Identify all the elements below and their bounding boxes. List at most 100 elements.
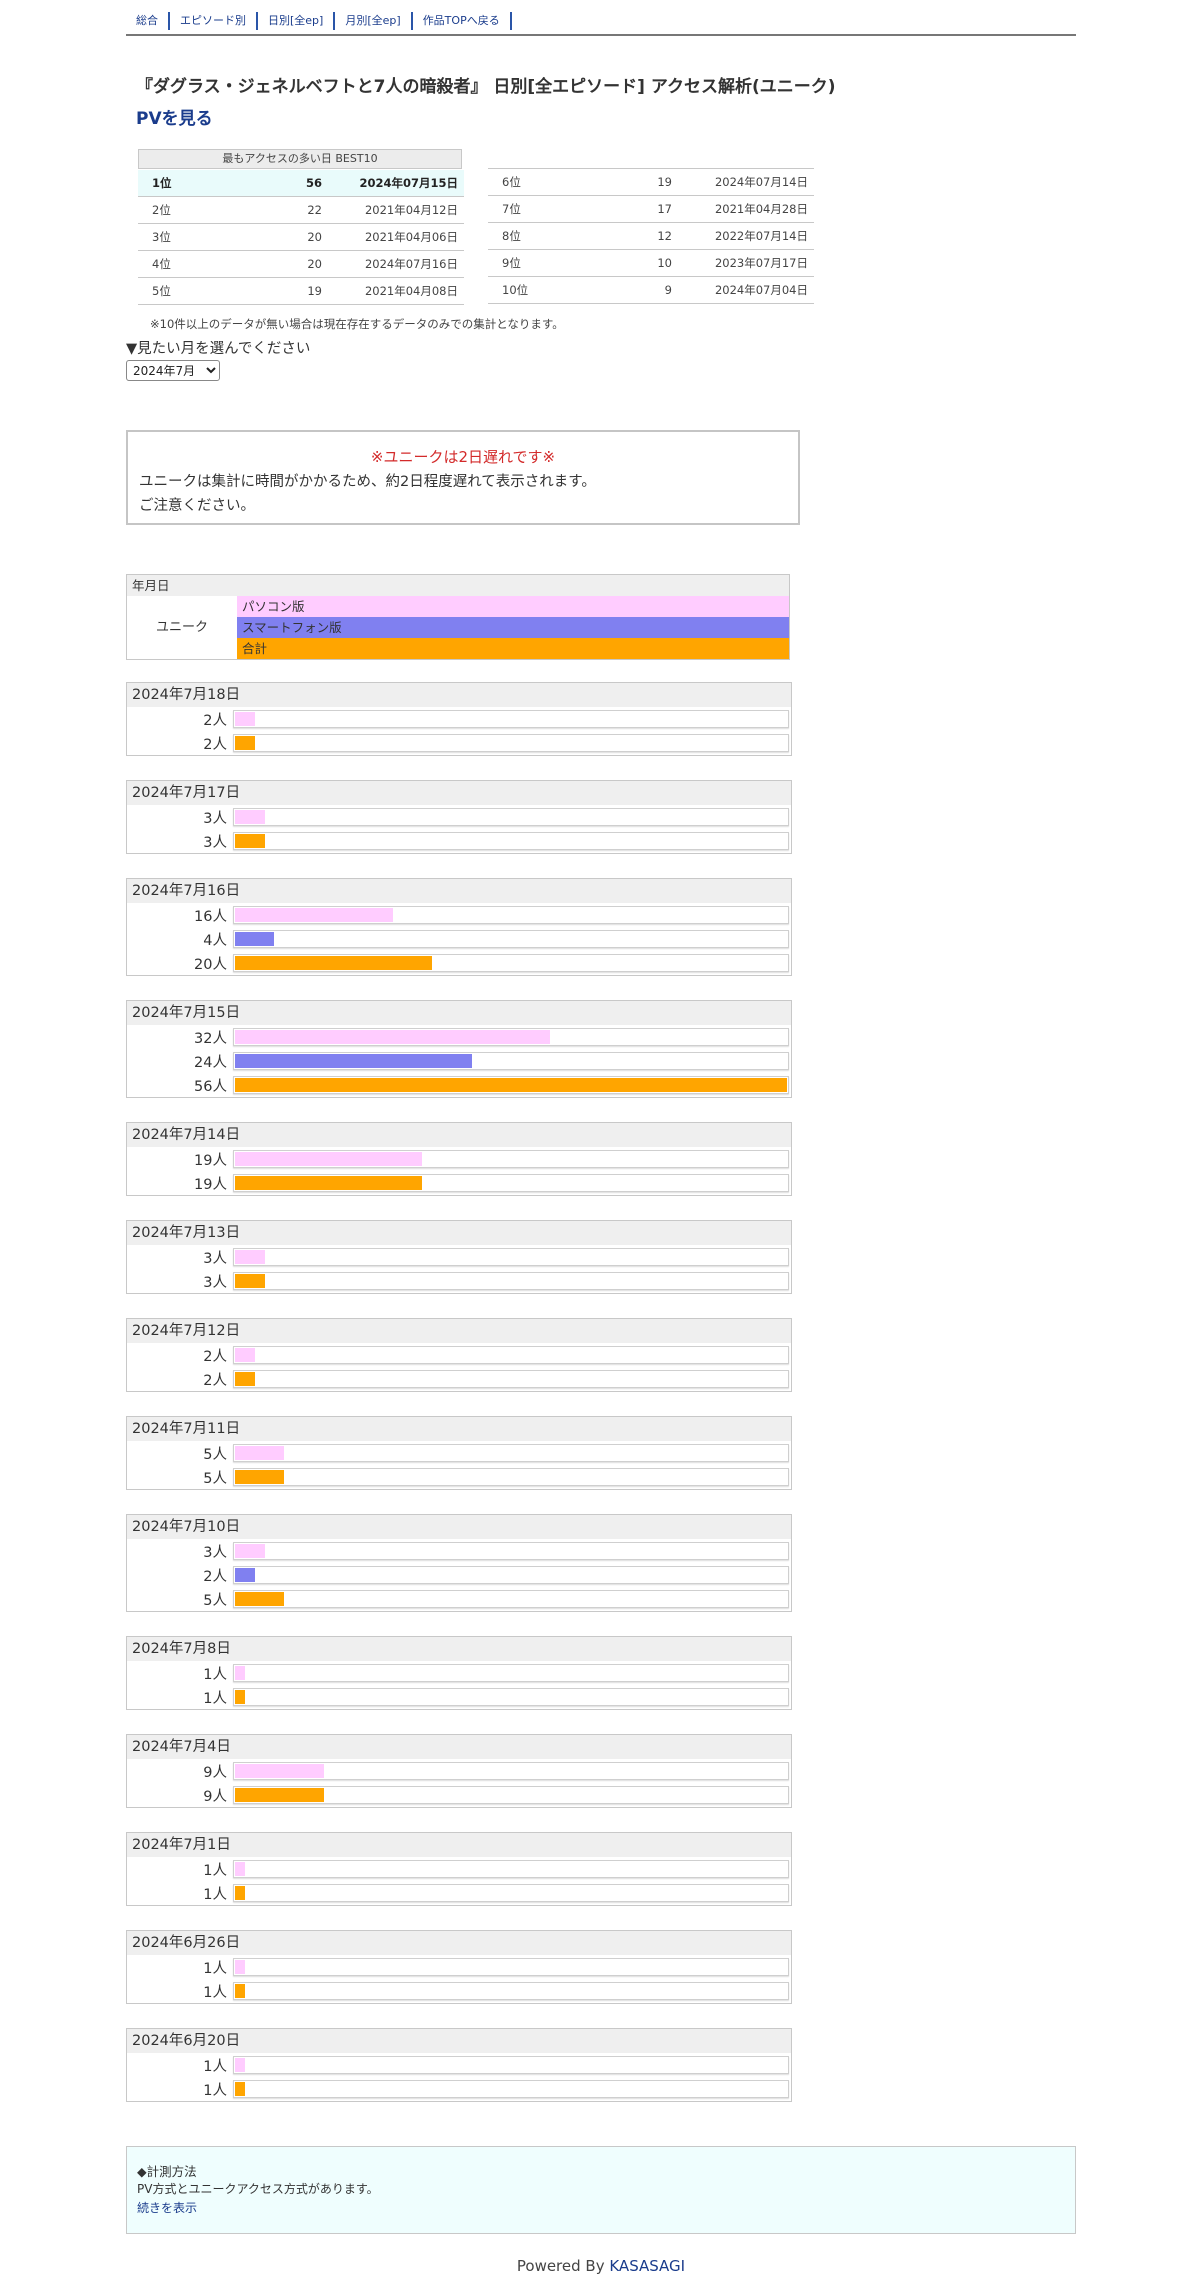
day-date: 2024年7月13日 [127, 1221, 791, 1245]
nav-link-by-episode[interactable]: エピソード別 [170, 12, 258, 30]
bar-pc [235, 908, 393, 922]
best10-row: 1位 56 2024年07月15日 [138, 170, 464, 197]
nav-link-back-to-top[interactable]: 作品TOPへ戻る [413, 12, 512, 30]
nav-divider [126, 34, 1076, 36]
day-date: 2024年7月10日 [127, 1515, 791, 1539]
day-block: 2024年7月18日 2人 2人 [126, 682, 792, 756]
best10-count: 19 [657, 175, 672, 189]
day-block: 2024年6月26日 1人 1人 [126, 1930, 792, 2004]
best10-rank: 4位 [152, 257, 171, 271]
bar-track [233, 832, 789, 850]
best10-date: 2024年07月15日 [359, 176, 458, 190]
day-value-label: 3人 [203, 810, 227, 827]
bar-track [233, 1028, 789, 1046]
best10-right-column: 6位 19 2024年07月14日 7位 17 2021年04月28日 8位 1… [488, 168, 814, 304]
day-date: 2024年7月16日 [127, 879, 791, 903]
day-row-total: 2人 [127, 731, 791, 755]
day-row-sp: 2人 [127, 1563, 791, 1587]
chart-legend: 年月日 ユニーク パソコン版 スマートフォン版 合計 [126, 574, 790, 660]
best10-count: 20 [307, 257, 322, 271]
day-row-total: 3人 [127, 829, 791, 853]
day-block: 2024年7月13日 3人 3人 [126, 1220, 792, 1294]
day-date: 2024年7月4日 [127, 1735, 791, 1759]
bar-pc [235, 1960, 245, 1974]
best10-row: 10位 9 2024年07月04日 [488, 277, 814, 304]
day-value-label: 56人 [194, 1078, 227, 1095]
day-value-label: 9人 [203, 1788, 227, 1805]
month-select[interactable]: 2024年7月 [126, 360, 220, 381]
bar-track [233, 906, 789, 924]
day-row-pc: 1人 [127, 2053, 791, 2077]
day-date: 2024年7月8日 [127, 1637, 791, 1661]
day-value-label: 1人 [203, 1886, 227, 1903]
notice-title: ※ユニークは2日遅れです※ [370, 448, 556, 466]
best10-count: 12 [657, 229, 672, 243]
best10-rank: 5位 [152, 284, 171, 298]
best10-rank: 10位 [502, 283, 529, 297]
bar-total [235, 834, 265, 848]
bar-track [233, 930, 789, 948]
best10-rank: 3位 [152, 230, 171, 244]
best10-date: 2021年04月06日 [364, 230, 458, 244]
day-row-pc: 19人 [127, 1147, 791, 1171]
day-value-label: 1人 [203, 1690, 227, 1707]
measurement-heading: ◆計測方法 [137, 2164, 197, 2179]
notice-line: ご注意ください。 [139, 498, 255, 514]
day-value-label: 19人 [194, 1176, 227, 1193]
delay-notice: ※ユニークは2日遅れです※ ユニークは集計に時間がかかるため、約2日程度遅れて表… [126, 430, 800, 525]
best10-note: ※10件以上のデータが無い場合は現在存在するデータのみでの集計となります。 [150, 317, 564, 331]
day-date: 2024年7月17日 [127, 781, 791, 805]
day-date: 2024年7月12日 [127, 1319, 791, 1343]
day-row-pc: 32人 [127, 1025, 791, 1049]
bar-pc [235, 2058, 245, 2072]
powered-by: Powered By KASASAGI [126, 2257, 1076, 2275]
bar-sp [235, 932, 274, 946]
bar-track [233, 1346, 789, 1364]
bar-track [233, 1150, 789, 1168]
bar-track [233, 808, 789, 826]
day-date: 2024年7月1日 [127, 1833, 791, 1857]
bar-total [235, 1470, 284, 1484]
bar-track [233, 954, 789, 972]
day-row-total: 19人 [127, 1171, 791, 1195]
bar-track [233, 1370, 789, 1388]
measurement-text: PV方式とユニークアクセス方式があります。 [137, 2182, 379, 2196]
bar-pc [235, 1250, 265, 1264]
nav-link-overview[interactable]: 総合 [126, 12, 170, 30]
day-row-total: 2人 [127, 1367, 791, 1391]
day-block: 2024年7月15日 32人 24人 56人 [126, 1000, 792, 1098]
day-value-label: 2人 [203, 1568, 227, 1585]
show-more-link[interactable]: 続きを表示 [137, 2201, 198, 2215]
kasasagi-link[interactable]: KASASAGI [609, 2257, 686, 2275]
bar-track [233, 1566, 789, 1584]
bar-pc [235, 1764, 324, 1778]
day-value-label: 1人 [203, 1666, 227, 1683]
legend-item-pc: パソコン版 [237, 596, 789, 617]
day-date: 2024年7月18日 [127, 683, 791, 707]
day-block: 2024年6月20日 1人 1人 [126, 2028, 792, 2102]
best10-left-column: 1位 56 2024年07月15日 2位 22 2021年04月12日 3位 2… [138, 170, 464, 305]
nav-link-monthly-all[interactable]: 月別[全ep] [335, 12, 413, 30]
bar-track [233, 2080, 789, 2098]
day-value-label: 1人 [203, 1960, 227, 1977]
nav-link-daily-all[interactable]: 日別[全ep] [258, 12, 336, 30]
day-row-total: 5人 [127, 1587, 791, 1611]
day-value-label: 1人 [203, 2082, 227, 2099]
day-value-label: 5人 [203, 1592, 227, 1609]
bar-track [233, 1444, 789, 1462]
notice-line: ユニークは集計に時間がかかるため、約2日程度遅れて表示されます。 [139, 474, 596, 490]
bar-track [233, 1688, 789, 1706]
best10-heading: 最もアクセスの多い日 BEST10 [138, 149, 462, 169]
day-value-label: 3人 [203, 834, 227, 851]
best10-row: 7位 17 2021年04月28日 [488, 196, 814, 223]
day-value-label: 9人 [203, 1764, 227, 1781]
best10-row: 8位 12 2022年07月14日 [488, 223, 814, 250]
bar-total [235, 1690, 245, 1704]
month-picker-label: ▼見たい月を選んでください [126, 341, 311, 357]
best10-rank: 8位 [502, 229, 521, 243]
bar-track [233, 1958, 789, 1976]
best10-count: 19 [307, 284, 322, 298]
day-row-pc: 5人 [127, 1441, 791, 1465]
pv-link[interactable]: PVを見る [136, 109, 213, 129]
day-value-label: 2人 [203, 1372, 227, 1389]
